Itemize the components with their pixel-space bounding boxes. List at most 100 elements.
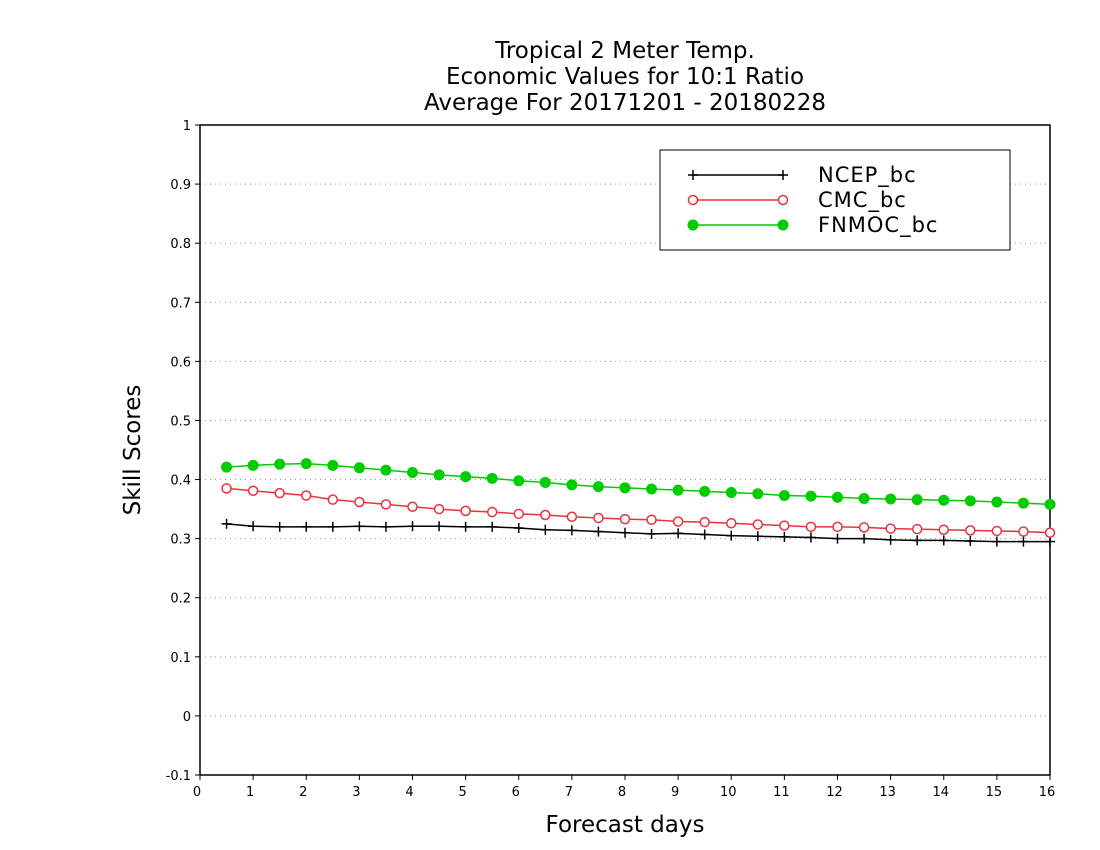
series-FNMOC_bc xyxy=(221,458,1056,510)
y-tick-label: 0.3 xyxy=(170,533,191,548)
data-point xyxy=(752,519,764,530)
data-point xyxy=(433,503,445,515)
data-point xyxy=(486,472,498,484)
x-tick-label: 8 xyxy=(618,785,626,800)
data-point xyxy=(885,523,896,534)
data-point xyxy=(991,536,1002,547)
data-point xyxy=(1044,527,1056,538)
x-tick-label: 0 xyxy=(193,785,201,800)
data-point xyxy=(566,525,577,536)
data-point xyxy=(832,521,843,533)
x-tick-label: 10 xyxy=(720,785,737,800)
title-line-1: Tropical 2 Meter Temp. xyxy=(494,38,755,64)
data-point xyxy=(832,533,843,544)
data-point xyxy=(752,488,764,500)
x-tick-label: 4 xyxy=(405,785,413,800)
y-tick-label: 0.4 xyxy=(170,474,191,489)
legend-marker xyxy=(777,219,789,231)
data-point xyxy=(938,494,950,506)
data-point xyxy=(486,506,498,518)
legend-item: CMC_bc xyxy=(687,188,907,213)
data-point xyxy=(911,494,923,506)
data-point xyxy=(805,521,817,533)
y-tick-label: -0.1 xyxy=(166,769,191,784)
x-tick-label: 16 xyxy=(1039,785,1056,800)
legend-item: NCEP_bc xyxy=(688,163,917,188)
y-tick-label: 0.6 xyxy=(170,355,191,370)
data-point xyxy=(487,521,498,532)
data-point xyxy=(540,509,551,521)
data-point xyxy=(778,490,790,501)
chart-title: Tropical 2 Meter Temp. Economic Values f… xyxy=(424,38,826,116)
data-point xyxy=(991,496,1003,508)
data-point xyxy=(513,475,525,487)
legend-marker xyxy=(687,194,699,206)
x-tick-label: 9 xyxy=(671,785,679,800)
data-point xyxy=(779,520,790,531)
data-point xyxy=(1018,536,1029,547)
series-line xyxy=(226,462,1051,506)
data-point xyxy=(991,525,1003,537)
data-point xyxy=(965,536,976,546)
y-tick-label: 0.1 xyxy=(170,651,191,666)
data-point xyxy=(380,499,392,510)
data-point xyxy=(300,458,312,470)
y-axis-label: Skill Scores xyxy=(120,385,146,516)
x-tick-label: 1 xyxy=(246,785,254,800)
data-point xyxy=(274,458,286,470)
data-point xyxy=(460,521,471,532)
data-point xyxy=(673,528,684,539)
gridlines xyxy=(200,183,1050,717)
data-point xyxy=(433,469,445,481)
data-point xyxy=(354,521,365,532)
series xyxy=(221,458,1056,547)
y-tick-label: 0.7 xyxy=(170,296,191,311)
data-point xyxy=(1017,497,1029,509)
y-tick-label: 0.2 xyxy=(170,592,191,607)
legend-label: CMC_bc xyxy=(818,188,907,213)
data-point xyxy=(938,535,949,546)
data-point xyxy=(965,525,976,536)
data-point xyxy=(301,490,312,501)
data-point xyxy=(274,521,285,532)
data-point xyxy=(805,532,816,543)
x-tick-label: 2 xyxy=(299,785,307,800)
data-point xyxy=(1045,536,1055,547)
data-point xyxy=(327,494,339,505)
data-point xyxy=(858,522,870,533)
data-point xyxy=(513,523,524,533)
data-point xyxy=(274,487,285,499)
x-tick-label: 15 xyxy=(986,785,1003,800)
data-point xyxy=(779,531,790,542)
legend-marker xyxy=(687,219,699,231)
data-point xyxy=(407,521,418,532)
data-point xyxy=(1044,498,1056,510)
y-tick-label: 0.9 xyxy=(170,178,191,193)
data-point xyxy=(566,479,578,491)
data-point xyxy=(832,491,843,503)
data-point xyxy=(380,464,392,476)
title-line-2: Economic Values for 10:1 Ratio xyxy=(446,64,804,90)
data-point xyxy=(407,466,418,478)
data-point xyxy=(726,518,737,529)
data-point xyxy=(247,485,259,497)
x-tick-label: 6 xyxy=(512,785,520,800)
data-point xyxy=(725,487,737,499)
legend-label: FNMOC_bc xyxy=(818,213,938,238)
y-tick-label: 0.5 xyxy=(170,414,191,429)
data-point xyxy=(1018,526,1029,537)
data-point xyxy=(434,521,445,532)
data-point xyxy=(805,490,817,502)
data-point xyxy=(566,511,578,523)
legend-label: NCEP_bc xyxy=(818,163,917,188)
data-point xyxy=(646,514,657,525)
data-point xyxy=(964,495,976,507)
x-tick-label: 5 xyxy=(458,785,466,800)
data-point xyxy=(327,521,338,532)
series-NCEP_bc xyxy=(221,518,1055,547)
y-tick-label: 1 xyxy=(183,119,191,134)
data-point xyxy=(513,508,524,520)
y-tick-label: 0.8 xyxy=(170,237,191,252)
data-point xyxy=(885,493,897,505)
